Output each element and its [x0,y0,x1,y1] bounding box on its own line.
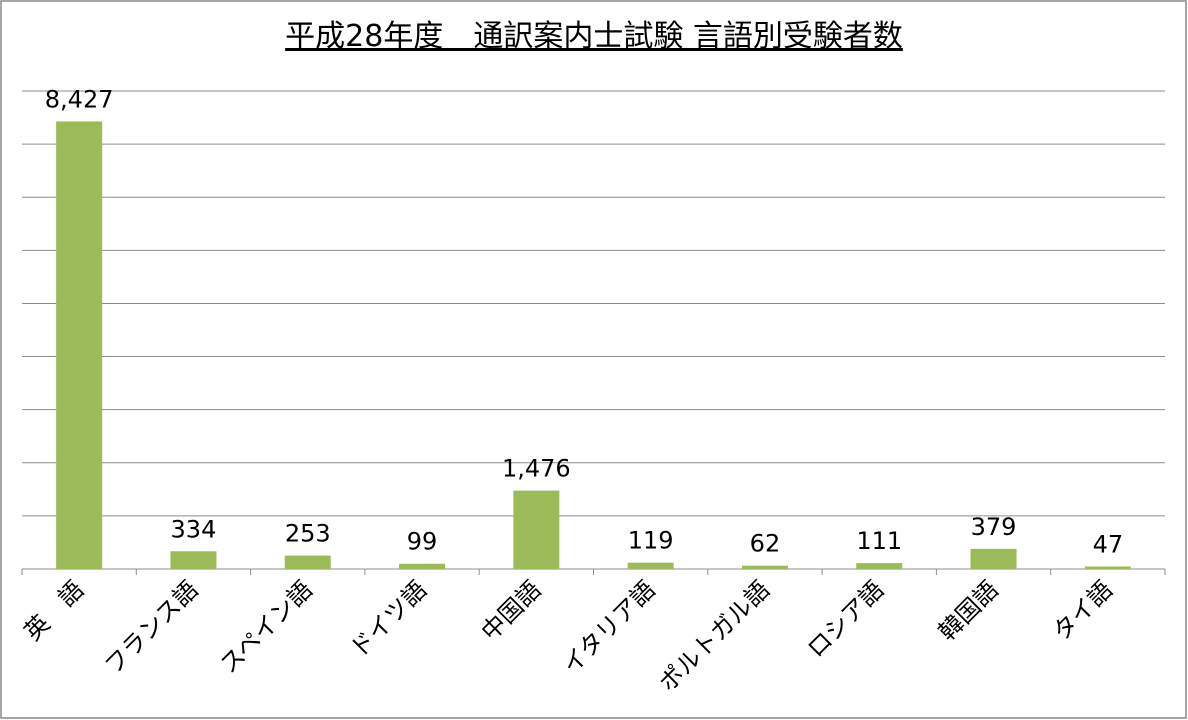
bar [170,551,217,569]
bar [284,555,331,569]
value-label: 8,427 [45,85,114,113]
bar [627,562,674,569]
bar [399,563,446,569]
value-label: 47 [1093,531,1124,559]
bar [741,565,788,569]
bar [56,121,103,569]
value-label: 62 [750,530,781,558]
value-label: 99 [407,528,438,556]
value-label: 111 [856,527,902,555]
bar [856,563,903,569]
chart-title: 平成28年度 通訳案内士試験 言語別受験者数 [285,19,903,54]
value-label: 119 [628,527,674,555]
value-label: 1,476 [502,455,571,483]
value-label: 334 [171,515,217,543]
bar [513,490,560,569]
value-label: 253 [285,520,331,548]
value-label: 379 [971,513,1017,541]
bar [1084,566,1131,569]
bar [970,548,1017,569]
